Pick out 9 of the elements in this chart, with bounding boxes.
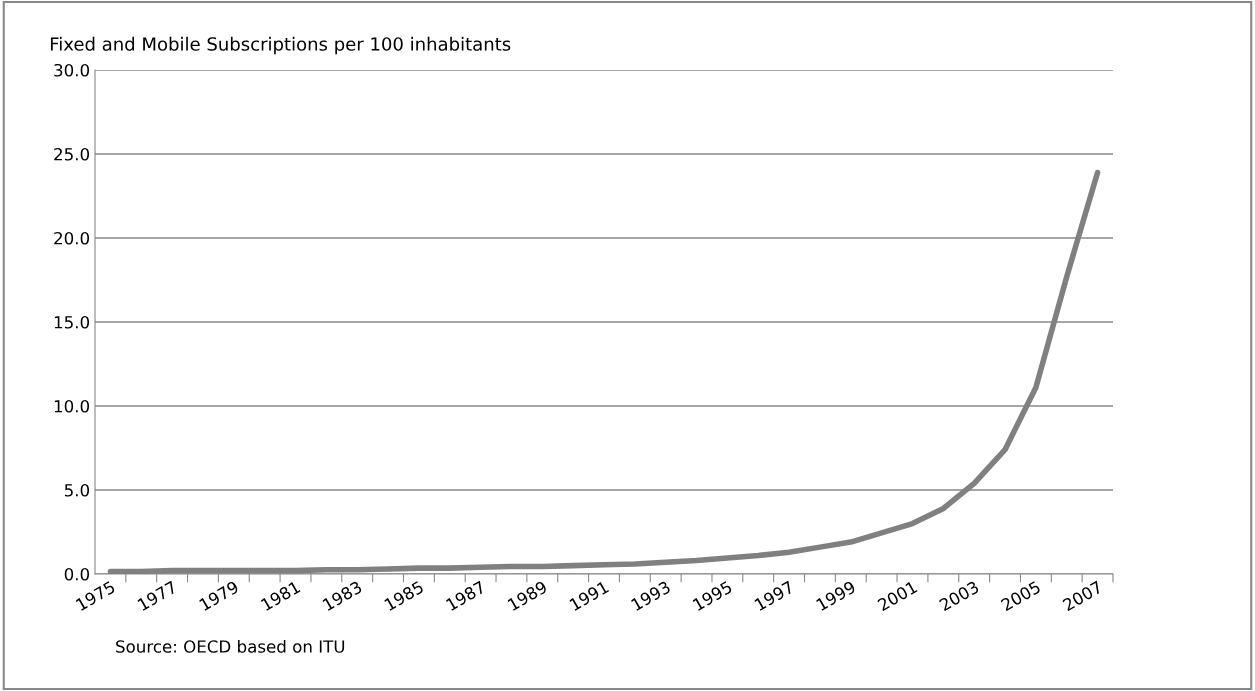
chart-title: Fixed and Mobile Subscriptions per 100 inhabitants [50, 36, 511, 55]
y-tick-label: 5.0 [64, 483, 90, 497]
y-tick-label: 10.0 [54, 399, 90, 413]
y-tick-label: 20.0 [54, 231, 90, 245]
y-tick-label: 30.0 [54, 63, 90, 77]
y-tick-label: 15.0 [54, 315, 90, 329]
y-tick-label: 0.0 [64, 567, 90, 581]
y-tick-label: 25.0 [54, 147, 90, 161]
source-note: Source: OECD based on ITU [116, 639, 345, 653]
